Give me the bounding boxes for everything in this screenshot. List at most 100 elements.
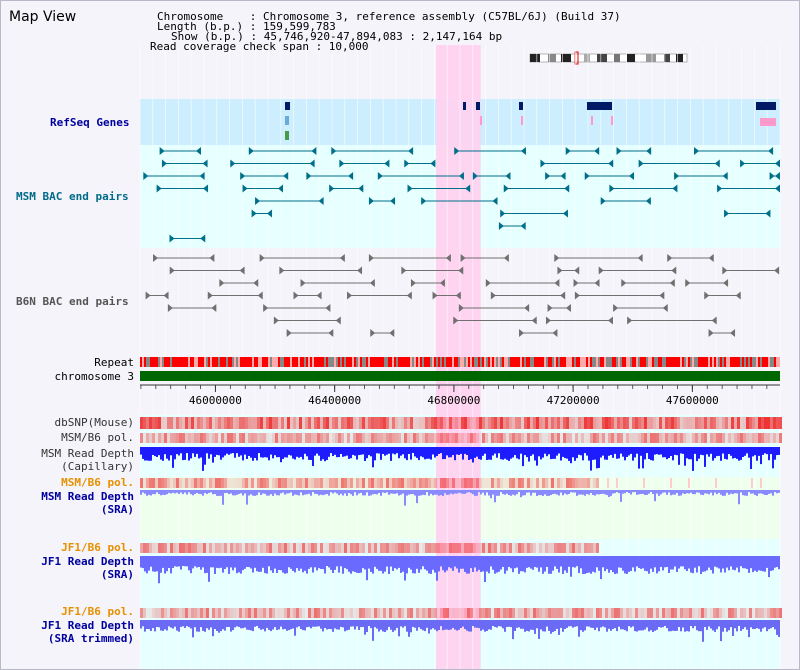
- depth-bar: [300, 556, 302, 569]
- polymorphism-cell: [464, 543, 467, 553]
- polymorphism-cell: [722, 608, 725, 618]
- polymorphism-cell: [443, 543, 446, 553]
- depth-bar: [682, 447, 684, 454]
- depth-bar: [282, 447, 284, 459]
- polymorphism-cell: [413, 417, 416, 429]
- repeat-segment: [654, 357, 656, 367]
- repeat-segment: [162, 357, 164, 367]
- depth-bar: [326, 556, 328, 566]
- depth-bar: [770, 620, 772, 629]
- depth-bar: [602, 556, 604, 568]
- depth-bar: [636, 447, 638, 454]
- depth-bar: [312, 447, 314, 466]
- polymorphism-cell: [266, 608, 269, 618]
- repeat-segment: [216, 357, 218, 367]
- depth-bar: [364, 490, 366, 496]
- depth-bar: [736, 447, 738, 459]
- depth-bar: [632, 620, 634, 627]
- depth-bar: [394, 490, 396, 494]
- polymorphism-cell: [224, 608, 227, 618]
- polymorphism-cell: [515, 543, 518, 553]
- repeat-segment: [584, 357, 586, 367]
- polymorphism-cell: [314, 478, 317, 488]
- depth-bar: [590, 490, 592, 493]
- repeat-segment: [482, 357, 484, 367]
- repeat-segment: [292, 357, 294, 367]
- depth-bar: [286, 490, 288, 494]
- polymorphism-cell: [437, 417, 440, 429]
- refseq-gene: [587, 102, 612, 110]
- polymorphism-cell: [320, 543, 323, 553]
- repeat-segment: [160, 357, 162, 367]
- polymorphism-cell: [323, 417, 326, 429]
- polymorphism-cell: [719, 433, 722, 443]
- repeat-segment: [540, 357, 542, 367]
- polymorphism-cell: [647, 433, 650, 443]
- depth-bar: [182, 490, 184, 495]
- depth-bar: [270, 556, 272, 571]
- track-label-msm-bac[interactable]: MSM BAC end pairs: [16, 190, 129, 203]
- depth-bar: [440, 620, 442, 627]
- repeat-segment: [202, 357, 204, 367]
- repeat-segment: [712, 357, 714, 367]
- repeat-segment: [576, 357, 578, 367]
- depth-bar: [538, 447, 540, 457]
- polymorphism-cell: [455, 417, 458, 429]
- depth-bar: [614, 620, 616, 629]
- polymorphism-cell: [182, 608, 185, 618]
- polymorphism-cell: [602, 608, 605, 618]
- depth-bar: [252, 556, 254, 573]
- polymorphism-cell: [533, 478, 536, 488]
- polymorphism-cell: [263, 608, 266, 618]
- polymorphism-cell: [302, 608, 305, 618]
- depth-bar: [544, 620, 546, 632]
- depth-bar: [600, 447, 602, 458]
- depth-bar: [478, 447, 480, 460]
- polymorphism-cell: [251, 543, 254, 553]
- polymorphism-cell: [209, 433, 212, 443]
- depth-bar: [154, 620, 156, 632]
- polymorphism-cell: [539, 608, 542, 618]
- polymorphism-cell: [608, 608, 611, 618]
- bac-end-marker: [775, 172, 780, 180]
- depth-bar: [228, 620, 230, 627]
- depth-bar: [284, 447, 286, 458]
- depth-bar: [718, 490, 720, 493]
- bac-end-marker: [143, 172, 149, 180]
- repeat-segment: [534, 357, 536, 367]
- polymorphism-cell: [638, 417, 641, 429]
- depth-bar: [356, 620, 358, 627]
- polymorphism-cell: [773, 417, 776, 429]
- depth-bar: [284, 490, 286, 495]
- polymorphism-cell: [470, 543, 473, 553]
- repeat-segment: [546, 357, 548, 367]
- polymorphism-cell: [176, 478, 179, 488]
- polymorphism-cell: [359, 433, 362, 443]
- polymorphism-cell: [407, 543, 410, 553]
- track-label-refseq-genes[interactable]: RefSeq Genes: [50, 116, 130, 129]
- depth-bar: [724, 620, 726, 628]
- depth-bar: [248, 490, 250, 496]
- depth-bar: [390, 490, 392, 494]
- depth-bar: [764, 447, 766, 454]
- polymorphism-cell: [644, 417, 647, 429]
- repeat-segment: [274, 357, 276, 367]
- depth-bar: [456, 556, 458, 569]
- depth-bar: [634, 447, 636, 458]
- polymorphism-cell: [185, 433, 188, 443]
- track-label-b6n-bac[interactable]: B6N BAC end pairs: [16, 295, 129, 308]
- depth-bar: [680, 447, 682, 454]
- bac-end-marker: [722, 266, 728, 275]
- depth-bar: [304, 620, 306, 631]
- repeat-segment: [330, 357, 332, 367]
- repeat-segment: [606, 357, 608, 367]
- depth-bar: [556, 447, 558, 456]
- polymorphism-cell: [356, 417, 359, 429]
- repeat-segment: [190, 357, 192, 367]
- depth-bar: [730, 490, 732, 494]
- depth-bar: [708, 447, 710, 457]
- polymorphism-cell: [548, 608, 551, 618]
- depth-bar: [704, 620, 706, 627]
- depth-bar: [668, 447, 670, 458]
